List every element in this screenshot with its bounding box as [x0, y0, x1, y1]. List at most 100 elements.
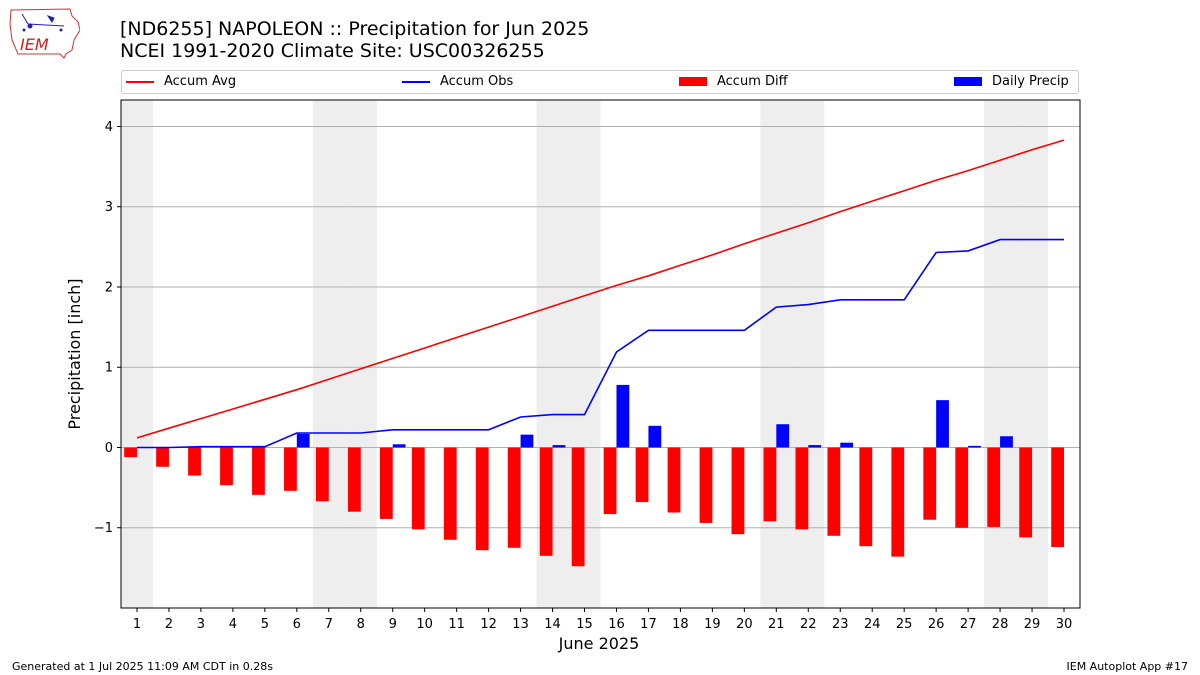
x-tick-label: 15	[576, 617, 593, 632]
generated-timestamp: Generated at 1 Jul 2025 11:09 AM CDT in …	[12, 660, 273, 673]
x-tick-label: 5	[261, 617, 269, 632]
accum-diff-bar	[188, 447, 201, 476]
legend-label-accum-obs: Accum Obs	[440, 74, 514, 89]
weekend-band	[984, 100, 1017, 608]
y-tick-label: 4	[105, 120, 113, 135]
chart-title-line1: [ND6255] NAPOLEON :: Precipitation for J…	[120, 18, 590, 40]
x-tick-label: 27	[960, 617, 977, 632]
y-tick-label: 2	[105, 280, 113, 295]
weekend-band	[760, 100, 793, 608]
x-tick-label: 4	[229, 617, 237, 632]
weekend-band	[344, 100, 377, 608]
legend-label-accum-diff: Accum Diff	[717, 74, 788, 89]
y-axis-label: Precipitation [inch]	[65, 278, 84, 429]
accum-diff-bar	[252, 447, 265, 495]
legend-swatch-accum-obs	[402, 80, 430, 83]
accum-diff-bar	[603, 447, 617, 515]
x-tick-label: 2	[165, 617, 173, 632]
x-tick-label: 26	[928, 617, 945, 632]
accum-diff-bar	[507, 447, 521, 548]
x-axis-label: June 2025	[558, 634, 640, 653]
legend-swatch-accum-avg	[126, 80, 154, 83]
daily-precip-bar	[840, 442, 854, 448]
accum-diff-bar	[763, 447, 777, 522]
accum-diff-bar	[347, 447, 361, 512]
accum-diff-bar	[443, 447, 457, 540]
accum-diff-bar	[124, 447, 137, 458]
gridlines	[121, 125, 1080, 529]
accum-diff-bar	[667, 447, 681, 513]
daily-precip-bar	[296, 433, 310, 448]
accum-diff-bar	[891, 447, 905, 557]
iowa-outline	[9, 8, 80, 59]
legend-swatch-accum-diff	[679, 77, 707, 86]
legend-swatch-daily-precip	[954, 77, 982, 86]
weekend-band	[121, 100, 153, 608]
accum-diff-bar	[987, 447, 1001, 527]
daily-precip-bar	[968, 445, 981, 448]
accum-diff-bar	[156, 447, 169, 467]
accum-diff-bar	[731, 447, 745, 535]
y-tick-label: 0	[105, 441, 113, 456]
bar-marks	[124, 384, 1065, 567]
chart-title-line2: NCEI 1991-2020 Climate Site: USC00326255	[120, 40, 545, 62]
y-tick-label: 3	[105, 200, 113, 215]
daily-precip-bar	[200, 446, 214, 448]
x-tick-label: 20	[736, 617, 753, 632]
autoplot-app-label: IEM Autoplot App #17	[1066, 660, 1189, 673]
accum-diff-bar	[220, 447, 233, 486]
x-tick-label: 23	[832, 617, 849, 632]
x-tick-label: 13	[512, 617, 529, 632]
daily-precip-bar	[552, 445, 566, 448]
daily-precip-bar	[808, 445, 822, 448]
legend-item-accum-avg: Accum Avg	[126, 74, 236, 90]
accum-diff-bar	[571, 447, 585, 567]
daily-precip-bar	[776, 424, 790, 448]
accum-diff-bar	[1051, 447, 1065, 548]
daily-precip-bar	[392, 444, 406, 448]
daily-precip-bar	[520, 434, 534, 448]
accum-diff-bar	[315, 447, 329, 502]
x-tick-label: 18	[672, 617, 689, 632]
accum-obs-line	[137, 238, 1064, 449]
line-marks	[136, 139, 1065, 449]
accum-diff-bar	[379, 447, 393, 519]
legend-item-accum-obs: Accum Obs	[402, 74, 513, 90]
legend-label-accum-avg: Accum Avg	[164, 74, 237, 89]
logo-text: IEM	[20, 35, 49, 54]
accum-diff-bar	[284, 447, 297, 491]
x-tick-label: 6	[293, 617, 301, 632]
weekend-band	[568, 100, 601, 608]
daily-precip-bar	[1000, 436, 1013, 448]
x-tick-label: 1	[133, 617, 141, 632]
accum-diff-bar	[923, 447, 937, 520]
x-tick-label: 25	[896, 617, 913, 632]
legend-item-accum-diff: Accum Diff	[679, 74, 788, 90]
x-tick-label: 10	[416, 617, 433, 632]
accum-diff-bar	[539, 447, 553, 556]
legend-label-daily-precip: Daily Precip	[992, 74, 1069, 89]
weekend-band	[792, 100, 825, 608]
plot-frame	[120, 99, 1081, 609]
x-tick-label: 3	[197, 617, 205, 632]
accum-diff-bar	[1019, 447, 1033, 538]
x-tick-label: 21	[768, 617, 785, 632]
chart-legend: Accum Avg Accum Obs Accum Diff Daily Pre…	[121, 70, 1079, 94]
accum-diff-bar	[859, 447, 873, 547]
accum-diff-bar	[955, 447, 969, 528]
daily-precip-bar	[936, 400, 949, 448]
chart-title: [ND6255] NAPOLEON :: Precipitation for J…	[120, 18, 589, 62]
weekend-band	[536, 100, 569, 608]
weather-station-icon	[21, 13, 65, 32]
accum-diff-bar	[795, 447, 809, 530]
accum-diff-bar	[699, 447, 713, 523]
weekend-band	[312, 100, 345, 608]
accum-diff-bar	[475, 447, 489, 551]
accum-diff-bar	[635, 447, 649, 503]
daily-precip-bar	[616, 384, 630, 448]
accum-diff-bar	[411, 447, 425, 530]
x-tick-label: 17	[640, 617, 657, 632]
y-tick-label: −1	[94, 521, 113, 536]
